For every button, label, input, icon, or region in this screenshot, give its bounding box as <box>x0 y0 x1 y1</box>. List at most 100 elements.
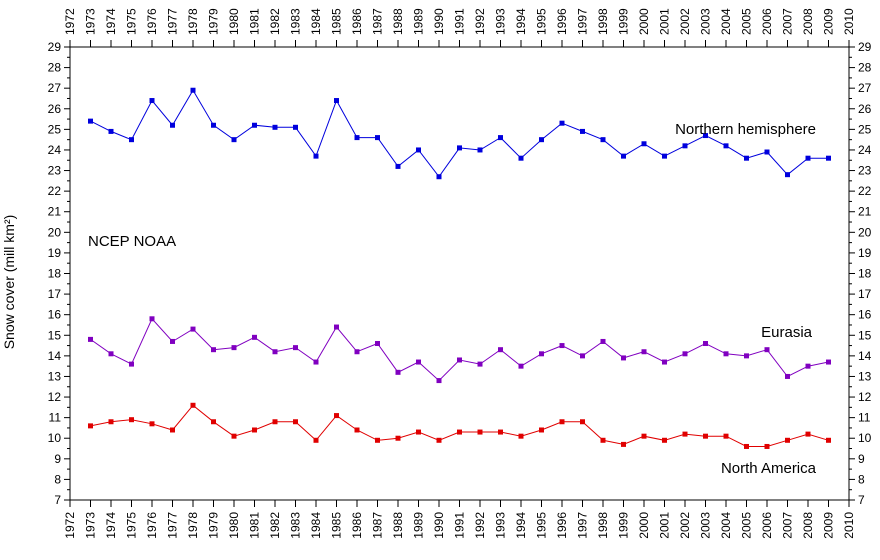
y-tick-label-left: 10 <box>48 431 62 445</box>
y-tick-label-right: 11 <box>858 411 871 425</box>
north-america-point <box>211 419 216 425</box>
north-america-point <box>805 431 811 437</box>
x-tick-label-bottom: 2004 <box>719 512 733 539</box>
north-america-point <box>826 437 831 443</box>
eurasia-point <box>477 361 483 367</box>
north-america-point <box>313 437 319 443</box>
x-tick-label-top: 1995 <box>535 8 549 35</box>
y-tick-label-left: 29 <box>48 40 62 54</box>
x-tick-label-bottom: 1991 <box>453 512 467 539</box>
y-tick-label-right: 14 <box>858 349 872 363</box>
northern-hemisphere-point <box>129 137 134 143</box>
northern-hemisphere-point <box>272 124 278 130</box>
y-tick-label-left: 8 <box>54 472 61 486</box>
eurasia-point <box>190 326 196 332</box>
eurasia-point <box>641 349 647 355</box>
north-america-point <box>580 419 585 425</box>
y-tick-label-left: 18 <box>48 267 62 281</box>
northern-hemisphere-point <box>211 122 216 128</box>
x-tick-label-top: 1981 <box>248 8 262 35</box>
y-tick-label-right: 8 <box>858 472 865 486</box>
x-tick-label-top: 1979 <box>207 8 221 35</box>
x-tick-label-top: 1984 <box>309 8 323 35</box>
y-tick-label-left: 23 <box>48 164 62 178</box>
eurasia-point <box>682 351 688 357</box>
y-tick-label-right: 7 <box>858 493 865 507</box>
y-tick-label-left: 27 <box>48 81 62 95</box>
x-tick-label-top: 1976 <box>145 8 159 35</box>
x-tick-label-top: 2010 <box>842 8 856 35</box>
north-america-point <box>600 437 606 443</box>
eurasia-point <box>518 363 524 369</box>
eurasia-point <box>621 355 626 361</box>
x-tick-label-bottom: 1993 <box>494 512 508 539</box>
x-tick-label-bottom: 2009 <box>822 512 836 539</box>
x-tick-label-bottom: 1994 <box>514 512 528 539</box>
x-tick-label-bottom: 1999 <box>617 512 631 539</box>
x-tick-label-top: 1991 <box>453 8 467 35</box>
x-tick-label-top: 1978 <box>186 8 200 35</box>
y-tick-label-left: 9 <box>54 452 61 466</box>
eurasia-point <box>416 359 421 365</box>
north-america-point <box>498 429 503 435</box>
north-america-point <box>457 429 462 435</box>
x-tick-label-top: 1996 <box>555 8 569 35</box>
northern-hemisphere-point <box>395 163 401 169</box>
north-america-point <box>334 413 339 419</box>
north-america-point <box>723 433 729 439</box>
eurasia-point <box>559 343 565 349</box>
northern-hemisphere-point <box>518 155 524 161</box>
x-tick-label-bottom: 1988 <box>391 512 405 539</box>
x-tick-label-bottom: 1982 <box>268 512 282 539</box>
northern-hemisphere-point <box>252 122 257 128</box>
northern-hemisphere-point <box>149 98 155 104</box>
y-tick-label-left: 21 <box>48 205 62 219</box>
north-america-point <box>518 433 524 439</box>
x-tick-label-top: 1972 <box>63 8 77 35</box>
x-tick-label-bottom: 1986 <box>350 512 364 539</box>
x-tick-label-bottom: 1990 <box>432 512 446 539</box>
north-america-point <box>764 443 770 449</box>
x-tick-label-top: 1980 <box>227 8 241 35</box>
x-tick-label-bottom: 1972 <box>63 512 77 539</box>
north-america-label: North America <box>721 460 817 477</box>
eurasia-point <box>785 373 790 379</box>
x-tick-label-top: 1993 <box>494 8 508 35</box>
x-tick-label-top: 1990 <box>432 8 446 35</box>
y-tick-label-right: 21 <box>858 205 872 219</box>
y-tick-label-right: 9 <box>858 452 865 466</box>
eurasia-point <box>88 336 93 342</box>
north-america-point <box>354 427 360 433</box>
north-america-point <box>641 433 647 439</box>
north-america-point <box>436 437 442 443</box>
x-tick-label-top: 2004 <box>719 8 733 35</box>
x-tick-label-top: 2009 <box>822 8 836 35</box>
north-america-point <box>149 421 155 427</box>
eurasia-point <box>662 359 667 365</box>
y-tick-label-right: 15 <box>858 328 872 342</box>
x-tick-label-bottom: 2006 <box>760 512 774 539</box>
y-tick-label-right: 22 <box>858 184 872 198</box>
north-america-point <box>416 429 421 435</box>
x-tick-label-bottom: 1998 <box>596 512 610 539</box>
y-tick-label-right: 18 <box>858 267 872 281</box>
y-tick-label-left: 22 <box>48 184 62 198</box>
y-tick-label-right: 27 <box>858 81 872 95</box>
northern-hemisphere-point <box>108 128 114 134</box>
eurasia-point <box>395 369 401 375</box>
northern-hemisphere-point <box>88 118 93 124</box>
north-america-point <box>703 433 708 439</box>
x-tick-label-bottom: 2005 <box>740 512 754 539</box>
y-tick-label-right: 29 <box>858 40 872 54</box>
y-tick-label-right: 25 <box>858 122 872 136</box>
y-tick-label-left: 7 <box>54 493 61 507</box>
x-tick-label-top: 1986 <box>350 8 364 35</box>
north-america-point <box>375 437 380 443</box>
northern-hemisphere-point <box>559 120 565 126</box>
x-tick-label-bottom: 1996 <box>555 512 569 539</box>
y-tick-label-left: 14 <box>48 349 62 363</box>
x-tick-label-top: 1988 <box>391 8 405 35</box>
north-america-point <box>682 431 688 437</box>
eurasia-point <box>293 345 298 351</box>
x-tick-label-bottom: 1979 <box>207 512 221 539</box>
